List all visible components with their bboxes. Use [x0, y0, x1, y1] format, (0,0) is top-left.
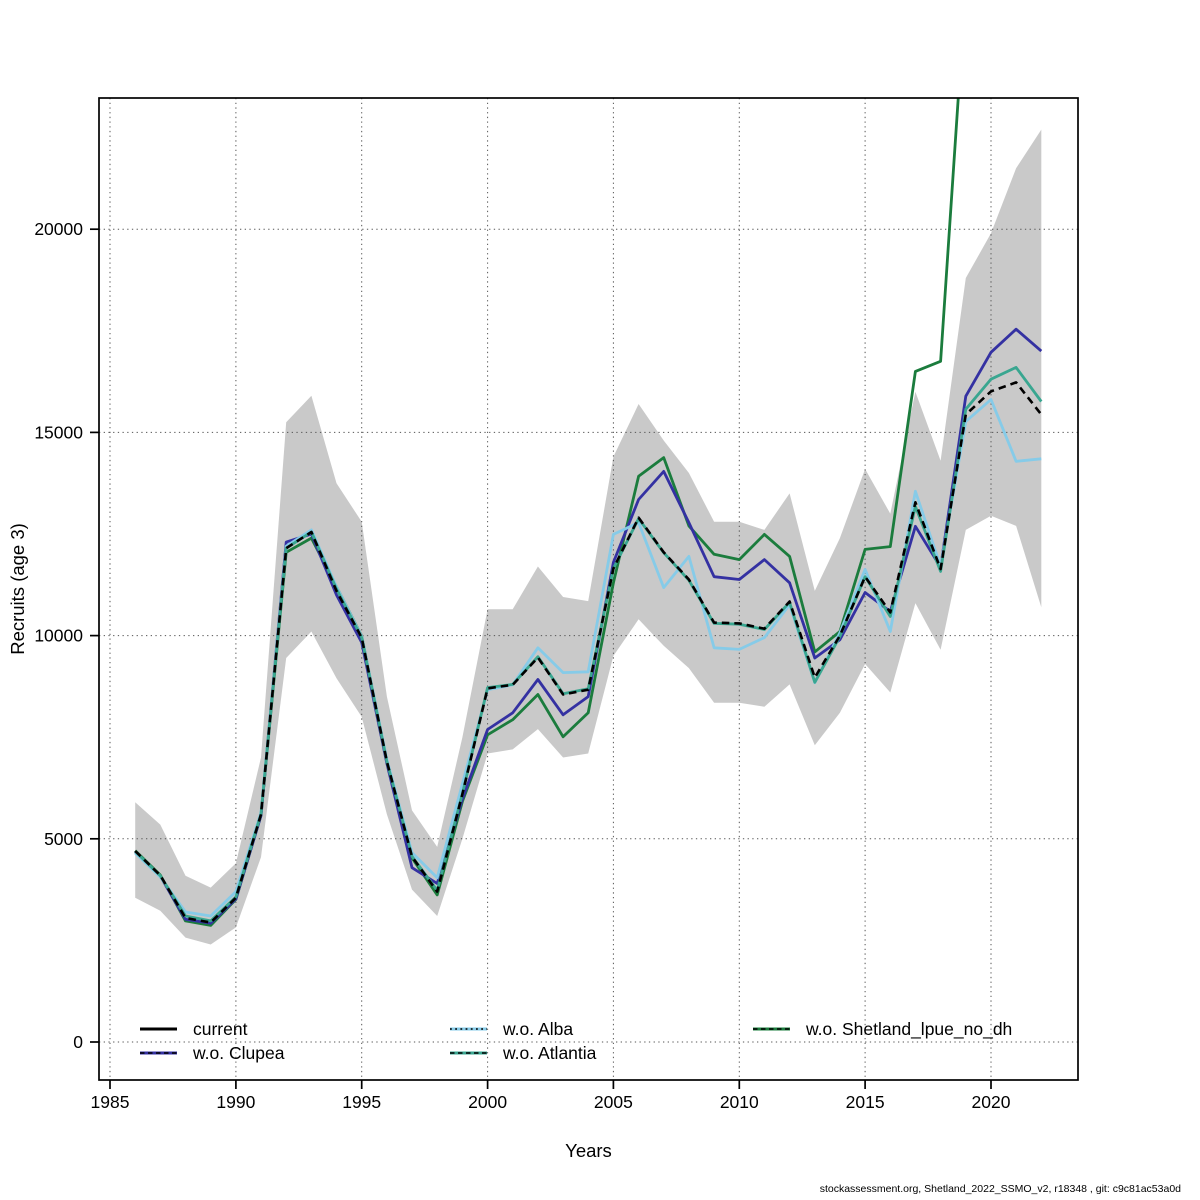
footer-attribution: stockassessment.org, Shetland_2022_SSMO_… [820, 1183, 1181, 1195]
series-line-2 [134, 398, 1042, 918]
x-tick-label: 2015 [846, 1092, 885, 1112]
x-tick-label: 2010 [720, 1092, 759, 1112]
y-axis-title: Recruits (age 3) [7, 523, 28, 655]
x-tick-label: 1985 [91, 1092, 130, 1112]
y-tick-label: 5000 [44, 829, 83, 849]
x-tick-label: 2005 [594, 1092, 633, 1112]
gridlines [99, 98, 1078, 1080]
plot-border [98, 97, 1079, 1081]
legend-label: w.o. Shetland_lpue_no_dh [805, 1019, 1012, 1040]
y-tick-label: 0 [73, 1032, 83, 1052]
legend-item: w.o. Alba [450, 1019, 573, 1039]
series-line-3 [134, 366, 1043, 923]
x-tick-label: 2000 [468, 1092, 507, 1112]
y-tick-label: 15000 [34, 422, 83, 442]
x-tick-label: 1995 [342, 1092, 381, 1112]
legend-label: w.o. Atlantia [502, 1043, 597, 1063]
legend-item: w.o. Atlantia [450, 1043, 597, 1063]
confidence-band [135, 129, 1042, 945]
legend-item: w.o. Clupea [140, 1043, 285, 1063]
x-axis-title: Years [565, 1140, 612, 1161]
legend-item: current [140, 1019, 248, 1039]
y-tick-label: 10000 [34, 626, 83, 646]
legend-label: w.o. Clupea [192, 1043, 285, 1063]
legend-label: current [193, 1019, 248, 1039]
series-line-0 [134, 381, 1043, 924]
x-tick-label: 1990 [216, 1092, 255, 1112]
legend-label: w.o. Alba [502, 1019, 573, 1039]
x-tick-label: 2020 [972, 1092, 1011, 1112]
y-tick-label: 20000 [34, 219, 83, 239]
legend-item: w.o. Shetland_lpue_no_dh [753, 1019, 1012, 1040]
